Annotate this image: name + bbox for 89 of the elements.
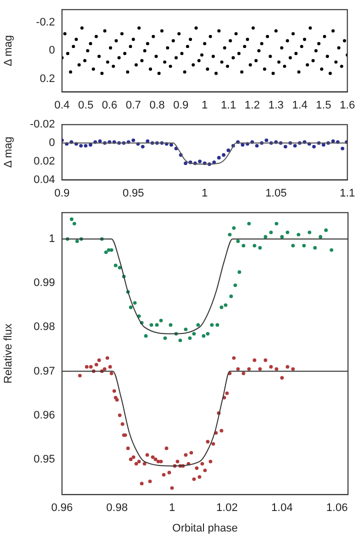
point	[274, 222, 278, 226]
point	[236, 239, 240, 244]
point	[216, 323, 220, 327]
x-tick-label: 0.4	[54, 99, 70, 112]
y-tick-label: 0	[48, 137, 55, 150]
y-tick-label: -0.02	[30, 118, 55, 131]
x-tick-label: 1.04	[271, 502, 293, 514]
y-tick-label: 0.97	[34, 365, 55, 378]
x-tick-label: 1.6	[340, 99, 356, 112]
x-axis-title: Orbital phase	[172, 522, 238, 534]
point	[72, 222, 76, 226]
point	[247, 222, 251, 226]
point	[206, 332, 210, 336]
x-tick-label: 0.9	[173, 99, 189, 112]
x-tick-label: 1.3	[268, 99, 284, 112]
point	[330, 248, 334, 252]
y-tick-label: 0.99	[34, 277, 55, 290]
x-tick-label: 1	[202, 99, 208, 112]
point	[233, 284, 238, 288]
point	[75, 239, 79, 244]
point	[242, 244, 246, 248]
point	[110, 248, 114, 252]
x-tick-label: 1	[168, 502, 176, 514]
point	[188, 336, 192, 340]
point	[155, 323, 159, 327]
y-axis-title: Relative flux	[2, 323, 15, 384]
y-tick-label: -0.2	[36, 16, 55, 28]
x-tick-label: 1.02	[216, 502, 238, 514]
point	[178, 338, 182, 342]
point	[318, 235, 322, 239]
x-tick-label: 1.05	[265, 187, 287, 200]
x-tick-label: 0.98	[106, 502, 128, 514]
point	[163, 336, 167, 340]
point	[264, 235, 268, 239]
point	[238, 270, 242, 274]
point	[296, 232, 300, 236]
point	[118, 266, 122, 270]
point	[229, 294, 233, 298]
y-axis-title: Δ mag	[2, 136, 15, 168]
point	[133, 301, 137, 305]
point	[308, 230, 312, 234]
y-tick-label: 0.04	[34, 174, 55, 186]
y-tick-label: 0	[48, 44, 55, 57]
x-tick-label: 0.9	[54, 187, 70, 200]
y-axis-title: Δ mag	[2, 35, 15, 66]
x-tick-label: 1	[202, 187, 208, 200]
y-tick-label: 0.02	[34, 155, 55, 168]
point	[313, 246, 317, 250]
point	[302, 244, 306, 248]
x-tick-label: 0.8	[149, 99, 165, 112]
y-tick-label: 1	[48, 233, 55, 246]
point	[159, 318, 163, 322]
y-tick-label: 0.96	[34, 409, 55, 422]
point	[220, 306, 224, 310]
y-tick-label: 0.95	[34, 453, 55, 466]
point	[168, 323, 172, 327]
point	[192, 332, 196, 336]
point	[70, 217, 74, 222]
x-tick-label: 0.95	[122, 187, 144, 200]
point	[114, 264, 118, 268]
point	[269, 230, 273, 234]
point	[150, 323, 154, 327]
point	[258, 246, 262, 250]
x-tick-label: 1.06	[326, 502, 348, 514]
x-tick-label: 1.1	[220, 99, 236, 112]
point	[184, 328, 188, 332]
y-tick-label: 0.2	[40, 73, 55, 86]
point	[324, 228, 328, 232]
point	[128, 306, 133, 310]
point	[286, 230, 290, 234]
point	[202, 334, 206, 338]
point	[252, 244, 256, 248]
point	[196, 323, 200, 327]
point	[232, 226, 236, 230]
point	[210, 323, 214, 327]
x-tick-label: 1.5	[316, 99, 332, 112]
y-tick-label: 0.98	[34, 321, 55, 334]
point	[224, 303, 228, 307]
x-tick-label: 1.1	[340, 187, 356, 200]
point	[228, 232, 232, 236]
x-tick-label: 1.2	[244, 99, 260, 112]
x-tick-label: 1.4	[292, 99, 308, 112]
point	[144, 334, 148, 338]
x-tick-label: 0.7	[126, 99, 141, 112]
x-tick-label: 0.6	[102, 99, 118, 112]
point	[291, 244, 295, 248]
point	[280, 235, 284, 239]
point	[104, 250, 108, 254]
x-tick-label: 0.5	[78, 99, 94, 112]
